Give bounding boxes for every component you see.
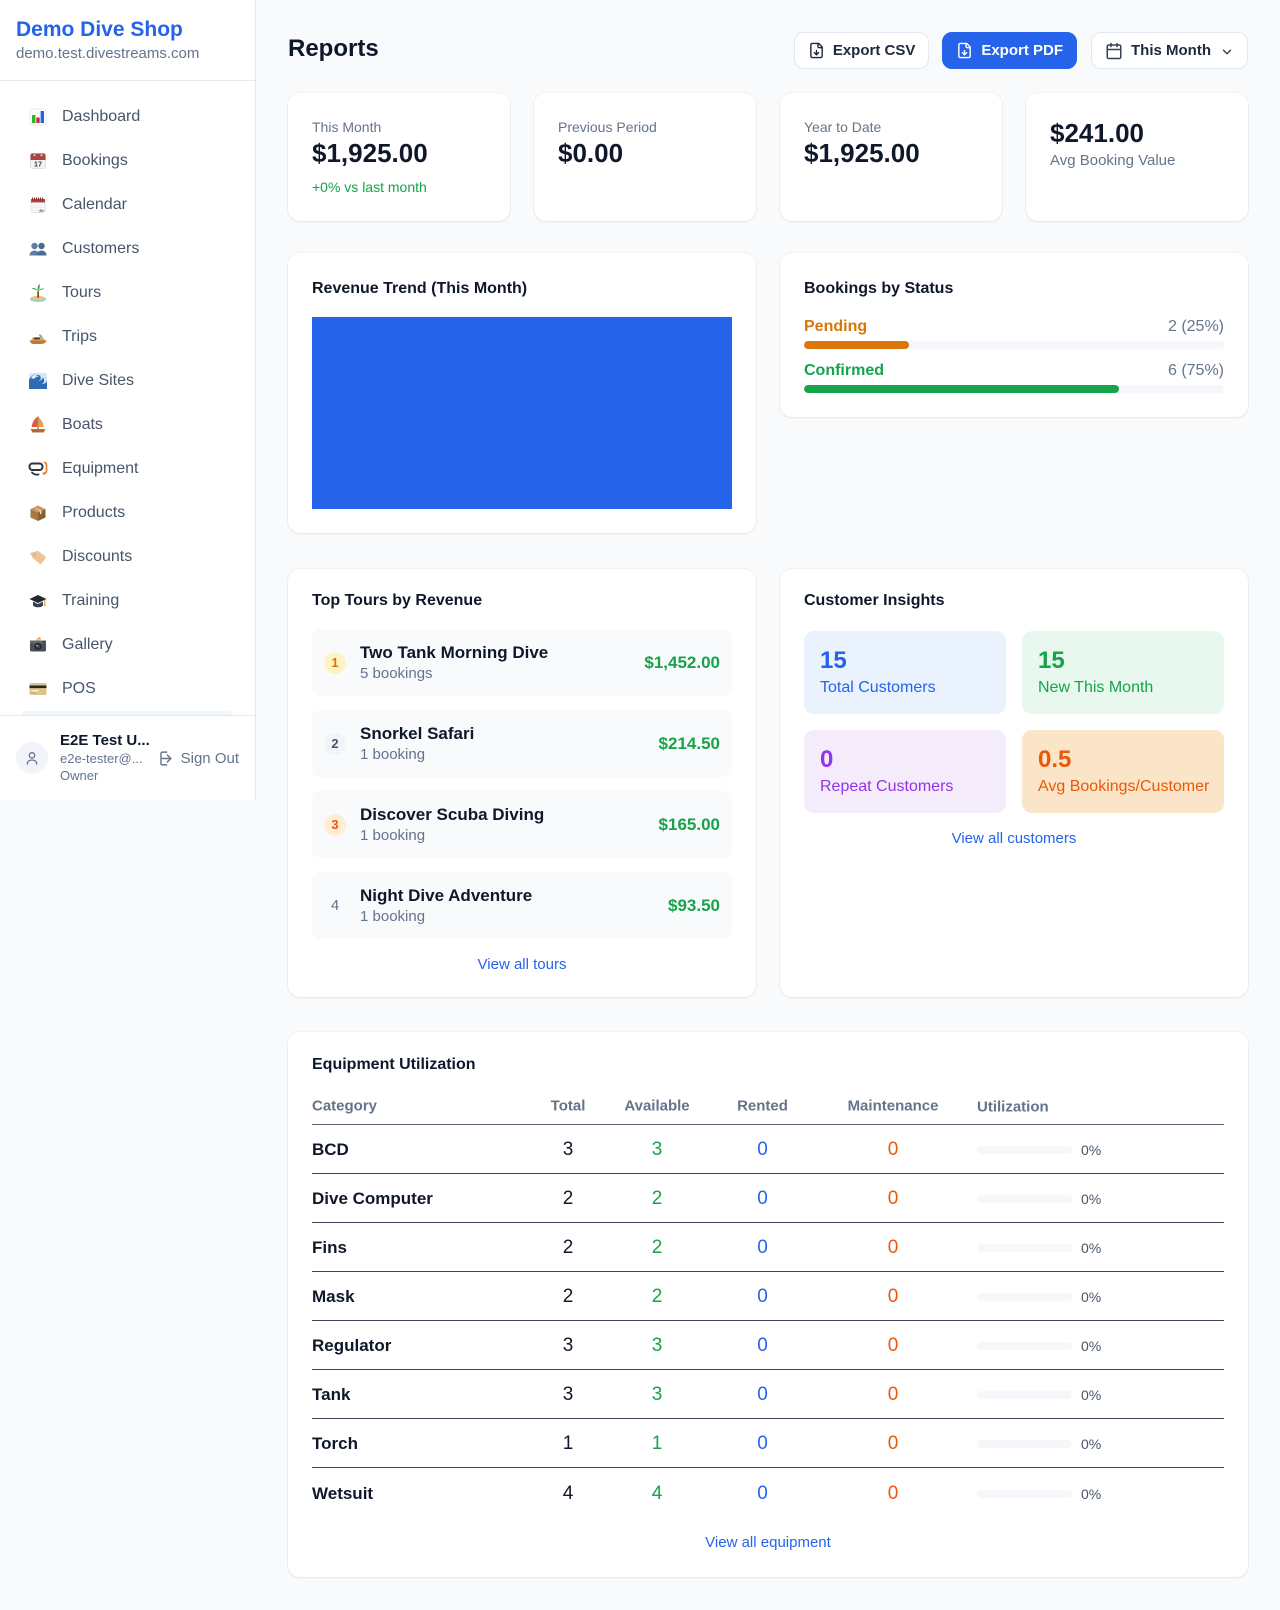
svg-text:17: 17 [34, 160, 42, 169]
